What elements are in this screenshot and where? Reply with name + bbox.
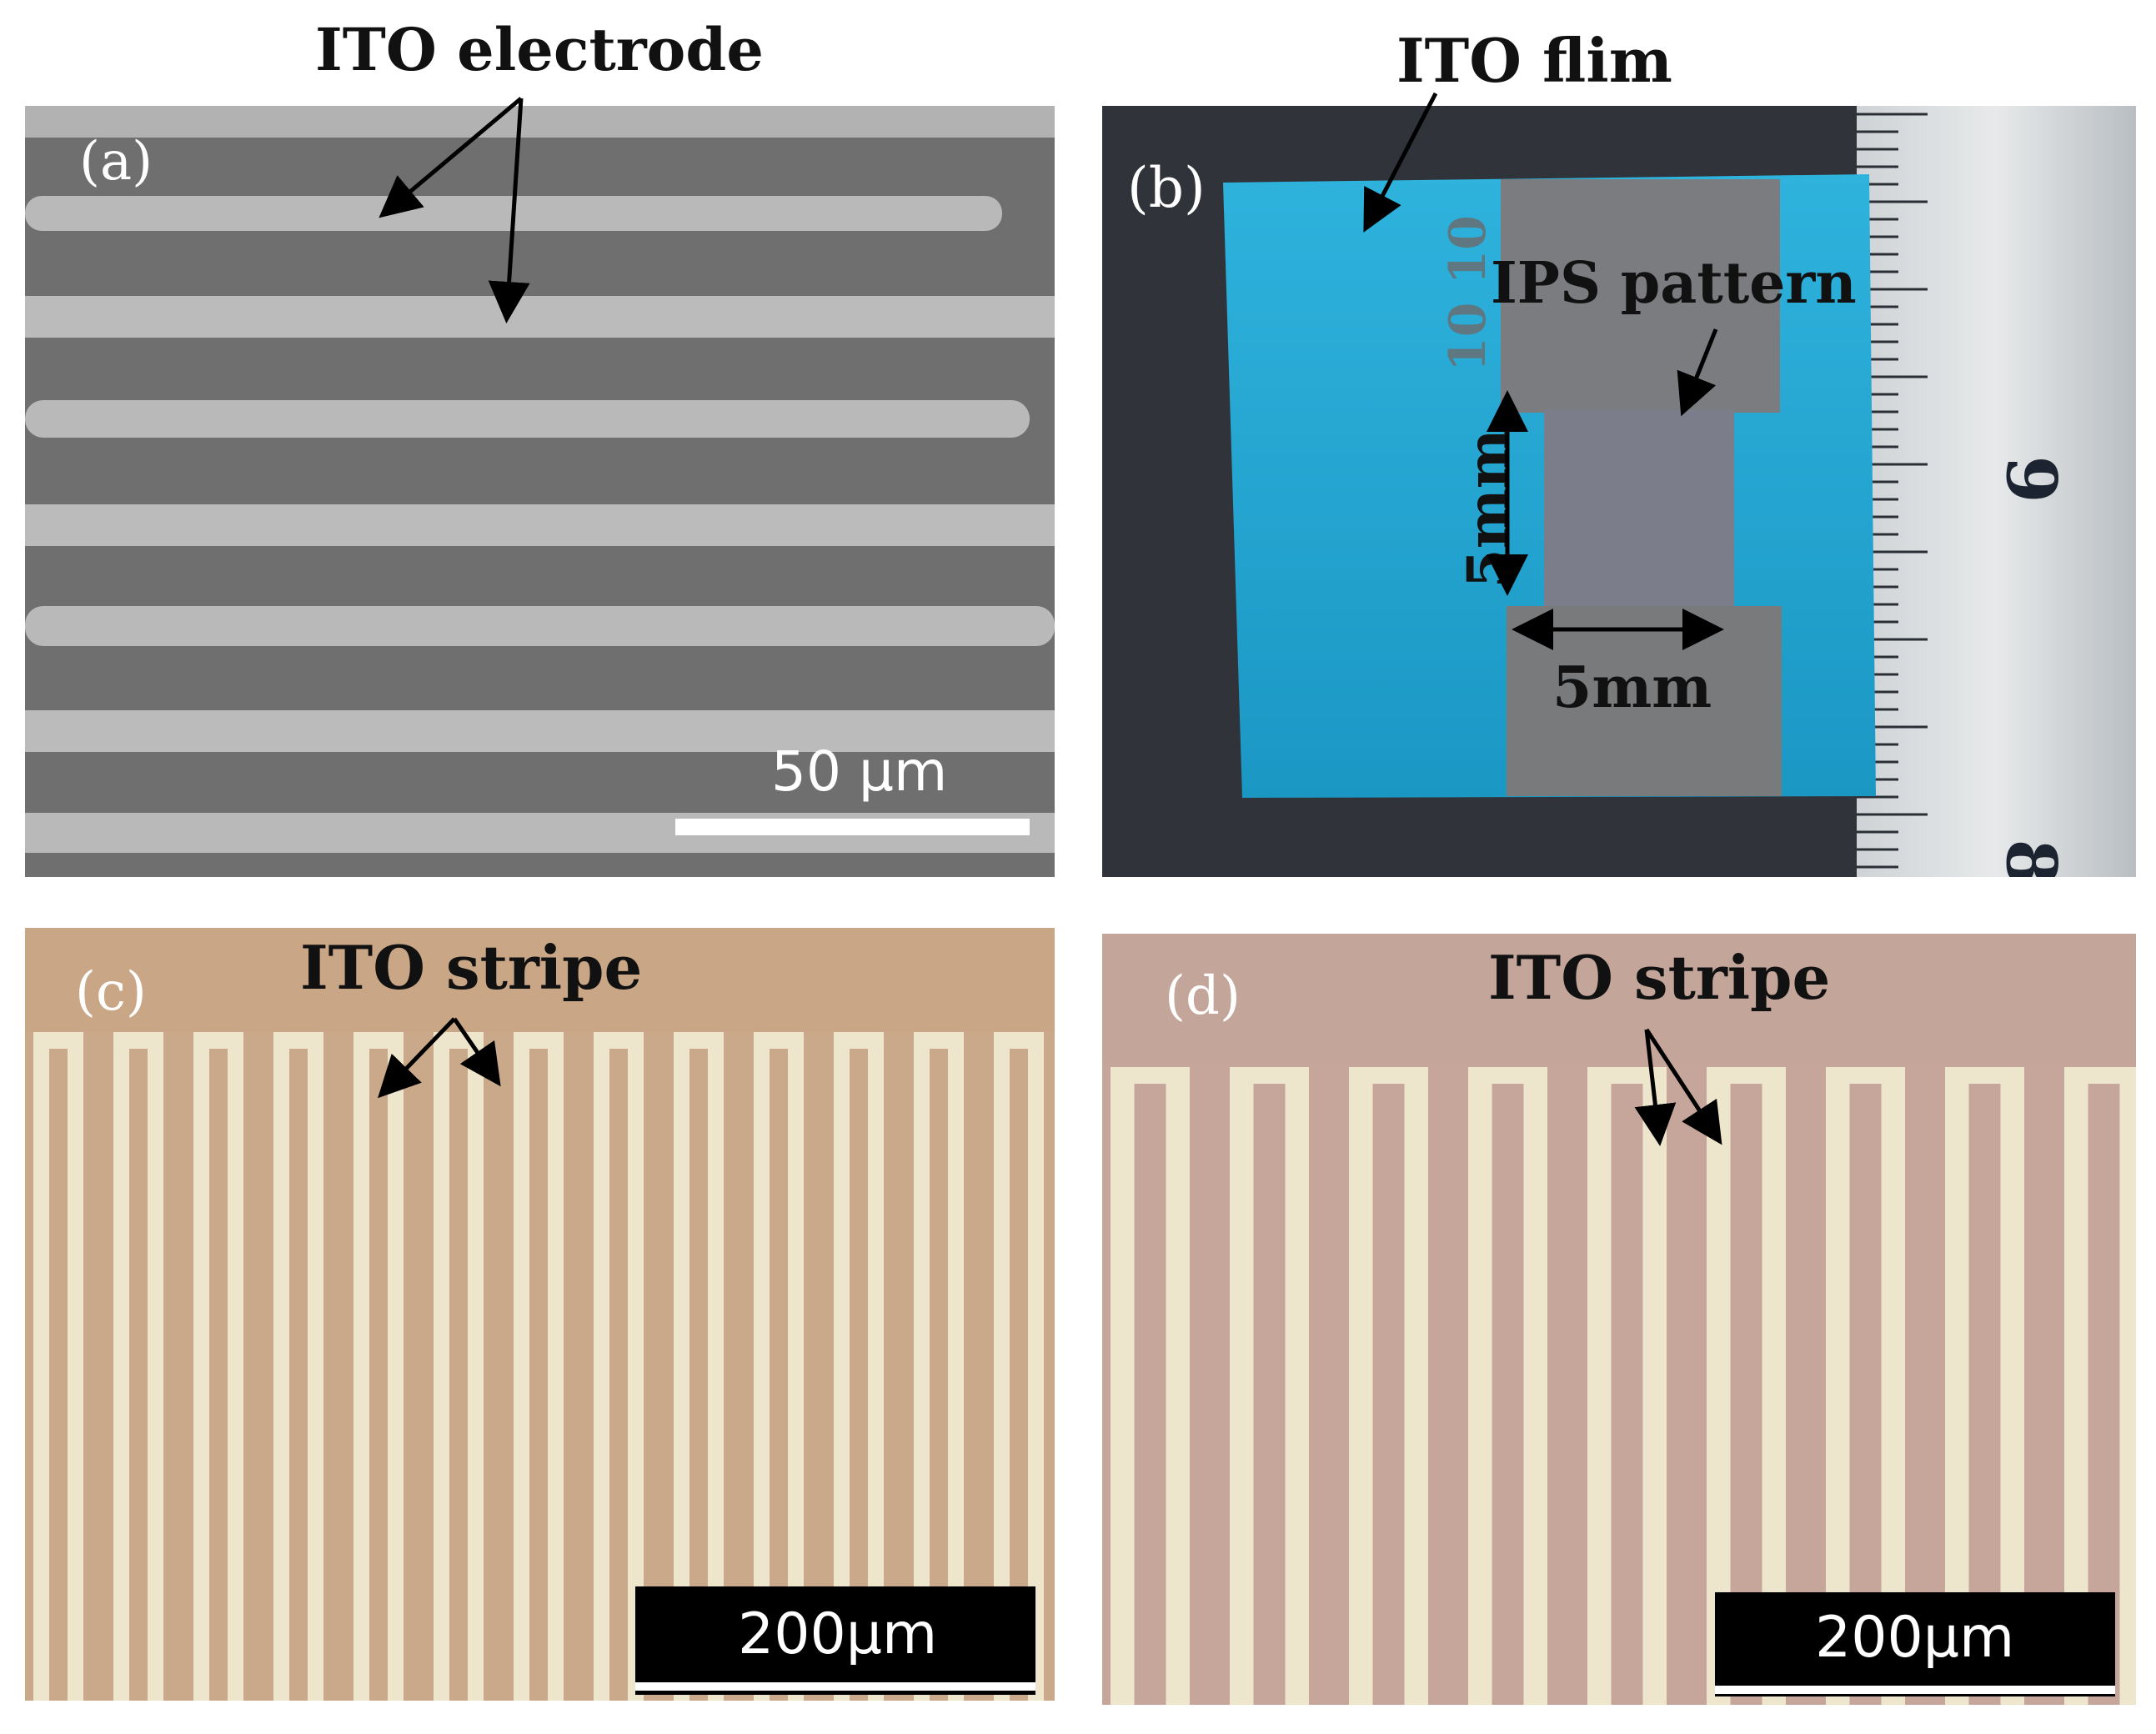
stripe-gap	[850, 1049, 868, 1701]
scale-bar-c-label: 200μm	[738, 1601, 938, 1667]
ito-electrode-annotation: ITO electrode	[315, 15, 764, 84]
sem-electrode-finger	[25, 606, 1055, 646]
panel-c-label: (c)	[75, 961, 147, 1023]
stripe-gap	[930, 1049, 948, 1701]
sem-electrode-stripe	[25, 504, 1055, 546]
panel-a-sem-image: (a) 50 μm	[25, 106, 1055, 877]
ips-pattern-annotation: IPS pattern	[1491, 250, 1857, 317]
micrograph-c	[25, 928, 1055, 1701]
ito-stripe-annotation-c: ITO stripe	[300, 932, 643, 1003]
scale-bar-c-background	[635, 1586, 1035, 1695]
stripe-gap	[49, 1049, 68, 1701]
stripe-gap	[1492, 1084, 1524, 1705]
scale-bar-d-background	[1715, 1592, 2115, 1696]
scale-bar-a-label: 50 μm	[771, 739, 948, 804]
stripe-gap	[529, 1049, 548, 1701]
sem-electrode-stripe	[25, 106, 1055, 138]
panel-d-label: (d)	[1165, 965, 1241, 1027]
ruler-mark-9: 9	[1990, 455, 2071, 504]
pad-region-d	[1102, 934, 2136, 1063]
ito-film-annotation: ITO flim	[1396, 25, 1672, 96]
stripe-gap	[129, 1049, 148, 1701]
stripe-gap	[770, 1049, 788, 1701]
sem-electrode-stripe	[25, 710, 1055, 752]
sem-electrode-stripe	[25, 296, 1055, 338]
ruler	[1857, 106, 2136, 877]
ito-stripes-c	[33, 1032, 1044, 1701]
stripe-gap	[1611, 1084, 1643, 1705]
pad-region-c	[25, 928, 1055, 1032]
stripe-gap	[1253, 1084, 1286, 1705]
ito-stripe-annotation-d: ITO stripe	[1488, 942, 1831, 1013]
panel-a-label: (a)	[79, 131, 153, 193]
micrograph-d	[1102, 934, 2136, 1705]
stripe-gap	[449, 1049, 468, 1701]
stripe-gap	[1372, 1084, 1405, 1705]
panel-c-micrograph: (c) 200μm	[25, 928, 1055, 1701]
sem-electrodes	[25, 106, 1055, 853]
ito-electrode-pad-top	[1501, 179, 1780, 413]
scale-bar-d-label: 200μm	[1815, 1605, 2015, 1671]
stripe-gap	[209, 1049, 228, 1701]
scale-bar-a	[675, 819, 1030, 835]
scale-bar-d	[1715, 1686, 2115, 1694]
panel-b-label: (b)	[1127, 156, 1206, 220]
ruler-mark-8: 8	[1990, 839, 2071, 877]
scale-bar-c	[635, 1682, 1035, 1691]
stripe-gap	[289, 1049, 308, 1701]
stripe-gap	[609, 1049, 628, 1701]
panel-d-micrograph: (d) 200μm	[1102, 934, 2136, 1705]
stripe-gap	[1010, 1049, 1028, 1701]
panel-b-photo: (b) 10 10 9 8	[1102, 106, 2136, 877]
sem-electrode-finger	[25, 400, 1030, 438]
ips-pattern-area	[1544, 410, 1734, 610]
sem-electrode-finger	[25, 196, 1002, 231]
chip-marking: 10 10	[1438, 215, 1497, 372]
stripe-gap	[369, 1049, 388, 1701]
stripe-gap	[689, 1049, 708, 1701]
ito-stripes-d	[1111, 1067, 2136, 1705]
photo-scene	[1102, 106, 2136, 877]
dimension-vertical-label: 5mm	[1455, 428, 1522, 589]
stripe-gap	[1134, 1084, 1166, 1705]
dimension-horizontal-label: 5mm	[1552, 654, 1712, 721]
